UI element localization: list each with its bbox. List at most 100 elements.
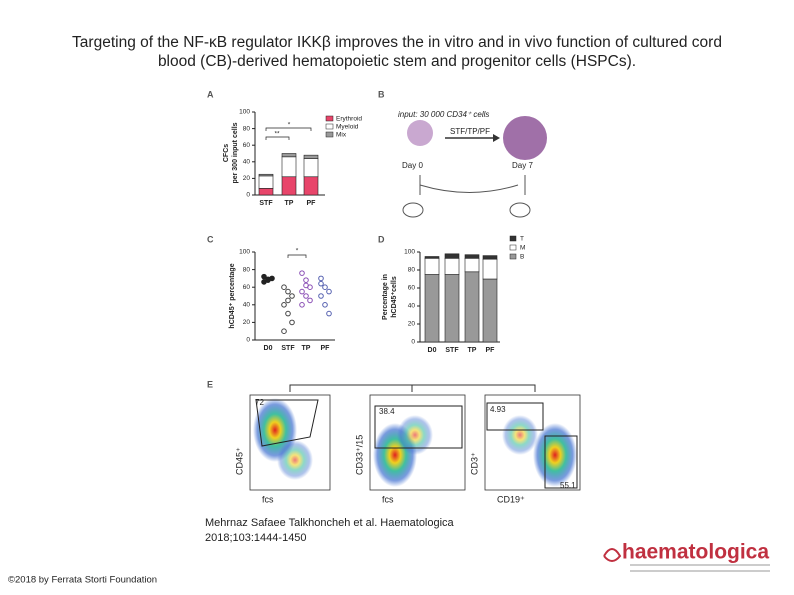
bar-segment: [464, 271, 480, 343]
dot: [326, 288, 332, 295]
b-day7: Day 7: [512, 161, 533, 170]
gate-value: 38.4: [379, 407, 395, 416]
dot: [322, 302, 328, 308]
legend-swatch: [509, 235, 517, 242]
bar-segment: [482, 258, 498, 280]
gate: [255, 399, 319, 447]
x-axis-label: CD19⁺: [497, 494, 525, 504]
dot: [265, 276, 271, 283]
y-axis-label: CD3⁺: [469, 452, 479, 475]
y-axis-label: CD33⁺/15: [354, 435, 364, 475]
title: Targeting of the NF-κB regulator IKKβ im…: [72, 34, 722, 51]
significance: *: [288, 122, 291, 129]
b-treatment: STF/TP/PF: [450, 127, 490, 136]
bar-segment: [281, 156, 297, 178]
flow-cloud: [502, 415, 538, 455]
dot: [307, 297, 313, 304]
y-tick-label: 20: [408, 321, 416, 328]
y-tick-label: 0: [411, 339, 415, 346]
gate-value: 4.93: [490, 405, 506, 414]
bar-segment: [464, 257, 480, 273]
y-axis-label: CFCs: [223, 144, 230, 162]
bar-segment: [482, 255, 498, 260]
gate: [544, 435, 578, 489]
copyright: ©2018 by Ferrata Storti Foundation: [8, 575, 157, 586]
y-tick-label: 40: [408, 303, 416, 310]
y-tick-label: 60: [408, 285, 416, 292]
legend-swatch: [325, 131, 334, 138]
y-tick-label: 100: [239, 109, 250, 116]
y-tick-label: 20: [243, 175, 251, 182]
bar-segment: [303, 176, 319, 196]
dot: [303, 282, 309, 289]
bar-segment: [424, 256, 440, 259]
y-axis-label: Percentage in: [382, 274, 389, 320]
dot: [318, 275, 324, 282]
bar-segment: [303, 158, 319, 178]
x-tick-label: STF: [259, 200, 273, 207]
legend-label: B: [520, 254, 524, 261]
dot: [285, 310, 291, 317]
y-tick-label: 80: [408, 267, 416, 274]
y-axis-label: per 300 input cells: [232, 122, 239, 183]
y-axis-label: hCD45⁺ percentage: [229, 263, 236, 328]
dot: [261, 279, 267, 285]
legend-swatch: [509, 253, 517, 260]
y-tick-label: 100: [239, 249, 250, 256]
bar-segment: [464, 254, 480, 259]
sig-bracket: [265, 127, 312, 140]
legend-swatch: [325, 123, 334, 130]
x-tick-label: PF: [321, 345, 331, 352]
x-tick-label: D0: [428, 347, 437, 354]
panel-e-arrows: [289, 384, 536, 392]
x-tick-label: PF: [486, 347, 496, 354]
x-tick-label: TP: [302, 345, 311, 352]
sig-bracket: [287, 254, 307, 258]
bar-segment: [258, 175, 274, 189]
y-tick-label: 20: [243, 319, 251, 326]
x-tick-label: PF: [307, 200, 317, 207]
dot: [289, 319, 295, 326]
bar-segment: [424, 274, 440, 343]
x-tick-label: D0: [264, 345, 273, 352]
y-tick-label: 40: [243, 159, 251, 166]
bar-segment: [303, 154, 319, 159]
legend-label: Myeloid: [336, 124, 359, 131]
dot: [299, 302, 305, 308]
panel-label: B: [378, 89, 385, 99]
dot: [326, 310, 332, 317]
x-tick-label: STF: [445, 347, 459, 354]
legend-swatch: [509, 244, 517, 251]
significance: **: [274, 131, 280, 138]
bar-segment: [258, 188, 274, 196]
panel-label: A: [207, 89, 214, 99]
x-tick-label: TP: [285, 200, 294, 207]
panel-label: E: [207, 379, 213, 389]
citation: Mehrnaz Safaee Talkhoncheh et al. Haemat…: [205, 517, 455, 529]
dot: [281, 302, 287, 308]
gate-value: 55.1: [560, 481, 576, 490]
gate-value: 72: [255, 398, 264, 407]
x-tick-label: TP: [468, 347, 477, 354]
panel-label: D: [378, 234, 385, 244]
b-day0: Day 0: [402, 161, 423, 170]
bar-segment: [281, 176, 297, 196]
y-tick-label: 60: [243, 142, 251, 149]
dot: [261, 273, 267, 280]
dot: [289, 293, 295, 299]
y-tick-label: 80: [243, 125, 251, 132]
legend-label: T: [520, 236, 524, 243]
dot: [318, 293, 324, 299]
dot: [318, 280, 324, 287]
legend-label: Erythroid: [336, 116, 362, 123]
y-axis-label: hCD45⁺cells: [391, 276, 398, 318]
title: blood (CB)-derived hematopoietic stem an…: [158, 53, 636, 70]
y-tick-label: 40: [243, 302, 251, 309]
panel-label: C: [207, 234, 214, 244]
bar-segment: [444, 257, 460, 275]
dot: [322, 284, 328, 291]
dot: [303, 293, 309, 299]
citation: 2018;103:1444-1450: [205, 532, 307, 544]
bar-segment: [482, 278, 498, 343]
gate: [486, 402, 544, 431]
